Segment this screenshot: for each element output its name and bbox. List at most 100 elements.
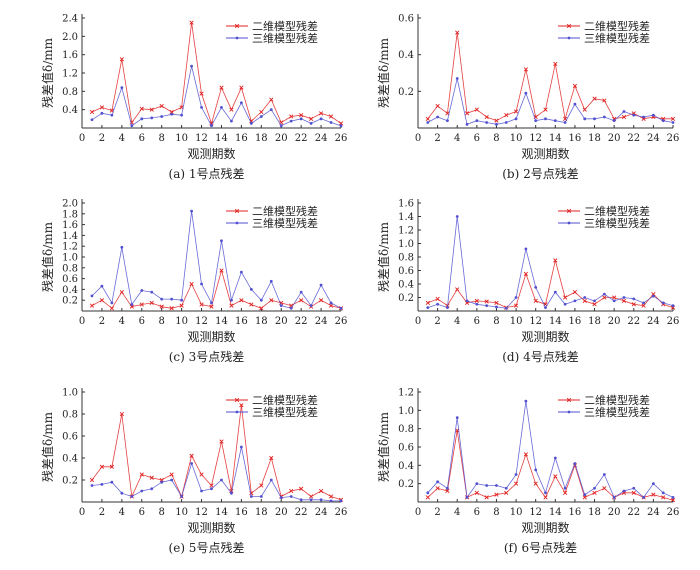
x-tick-label: 18	[588, 133, 601, 144]
data-point	[534, 119, 538, 123]
data-point	[279, 496, 283, 499]
data-point	[592, 490, 597, 495]
data-point	[259, 298, 263, 302]
data-point	[319, 498, 323, 502]
panel-caption: (b) 2号点残差	[502, 167, 579, 181]
y-tick-label: 1.4	[62, 231, 78, 242]
data-point	[504, 490, 509, 495]
data-point	[513, 109, 519, 114]
data-point	[582, 298, 587, 303]
data-point	[249, 495, 253, 498]
data-point	[474, 490, 479, 495]
y-tick-label: 2.0	[62, 32, 78, 43]
x-tick-label: 16	[235, 316, 248, 327]
data-point	[553, 474, 558, 479]
legend-label: 二维模型残差	[584, 393, 650, 407]
x-tick-label: 10	[175, 133, 188, 144]
legend-marker	[567, 410, 571, 414]
data-point	[289, 488, 294, 494]
data-point	[572, 83, 578, 88]
data-point	[563, 302, 567, 306]
data-point	[494, 118, 499, 123]
data-point	[544, 491, 547, 495]
x-tick-label: 4	[119, 507, 125, 518]
data-point	[269, 97, 274, 102]
data-point	[239, 298, 244, 303]
data-point	[592, 302, 597, 307]
data-point	[514, 117, 518, 121]
data-point	[259, 115, 263, 118]
y-tick-label: 2.0	[62, 199, 78, 210]
data-point	[612, 119, 616, 123]
data-point	[562, 295, 568, 300]
x-tick-label: 0	[415, 507, 421, 518]
x-tick-label: 20	[275, 316, 288, 327]
data-point	[338, 121, 344, 126]
y-tick-label: 0.8	[398, 253, 414, 264]
data-point	[543, 107, 548, 112]
x-tick-label: 16	[569, 133, 582, 144]
data-point	[249, 302, 254, 307]
data-point	[120, 245, 124, 249]
x-tick-label: 4	[119, 316, 125, 327]
x-tick-label: 2	[434, 316, 440, 327]
data-point	[494, 492, 499, 497]
data-point	[553, 61, 558, 66]
data-point	[642, 496, 645, 499]
y-tick-label: 0.6	[398, 443, 414, 454]
data-point	[119, 57, 124, 62]
data-point	[169, 306, 174, 311]
data-point	[139, 302, 144, 307]
data-point	[533, 298, 538, 303]
data-point	[189, 281, 194, 287]
data-point	[130, 303, 134, 306]
data-point	[465, 496, 469, 499]
data-point	[328, 114, 334, 119]
data-point	[328, 303, 334, 308]
x-tick-label: 6	[139, 133, 145, 144]
data-point	[602, 98, 607, 103]
data-point	[110, 480, 114, 484]
data-point	[464, 111, 470, 116]
x-tick-label: 18	[588, 507, 601, 518]
legend-marker	[234, 397, 240, 403]
data-point	[339, 499, 343, 503]
data-point	[159, 103, 164, 109]
data-point	[199, 302, 204, 307]
data-point	[120, 491, 124, 495]
data-point	[670, 498, 676, 503]
data-point	[553, 258, 558, 263]
data-point	[446, 306, 449, 310]
x-tick-label: 18	[255, 507, 268, 518]
data-point	[279, 124, 283, 128]
x-tick-label: 6	[139, 507, 145, 518]
data-point	[219, 439, 224, 444]
data-point	[524, 91, 528, 95]
x-tick-label: 20	[275, 133, 288, 144]
data-point	[621, 114, 627, 120]
data-point	[602, 292, 606, 296]
x-tick-label: 22	[295, 316, 308, 327]
x-tick-label: 10	[175, 507, 188, 518]
x-tick-label: 0	[79, 507, 85, 518]
y-tick-label: 1.0	[62, 253, 78, 264]
data-point	[329, 121, 333, 124]
legend-label: 三维模型残差	[252, 31, 318, 45]
y-axis-title: 残差值δ/mm	[40, 221, 55, 292]
data-point	[149, 107, 154, 112]
data-point	[210, 301, 213, 305]
data-point	[583, 117, 587, 121]
data-point	[484, 114, 489, 120]
x-tick-label: 14	[215, 316, 228, 327]
data-point	[309, 122, 313, 125]
data-point	[514, 473, 518, 476]
data-point	[533, 481, 538, 486]
legend-marker	[566, 397, 572, 403]
legend-marker	[566, 23, 572, 29]
data-point	[239, 403, 244, 408]
y-tick-label: 1.2	[398, 226, 414, 237]
x-tick-label: 4	[119, 133, 125, 144]
data-point	[602, 295, 607, 300]
data-point	[671, 304, 675, 307]
legend-label: 三维模型残差	[252, 405, 318, 419]
